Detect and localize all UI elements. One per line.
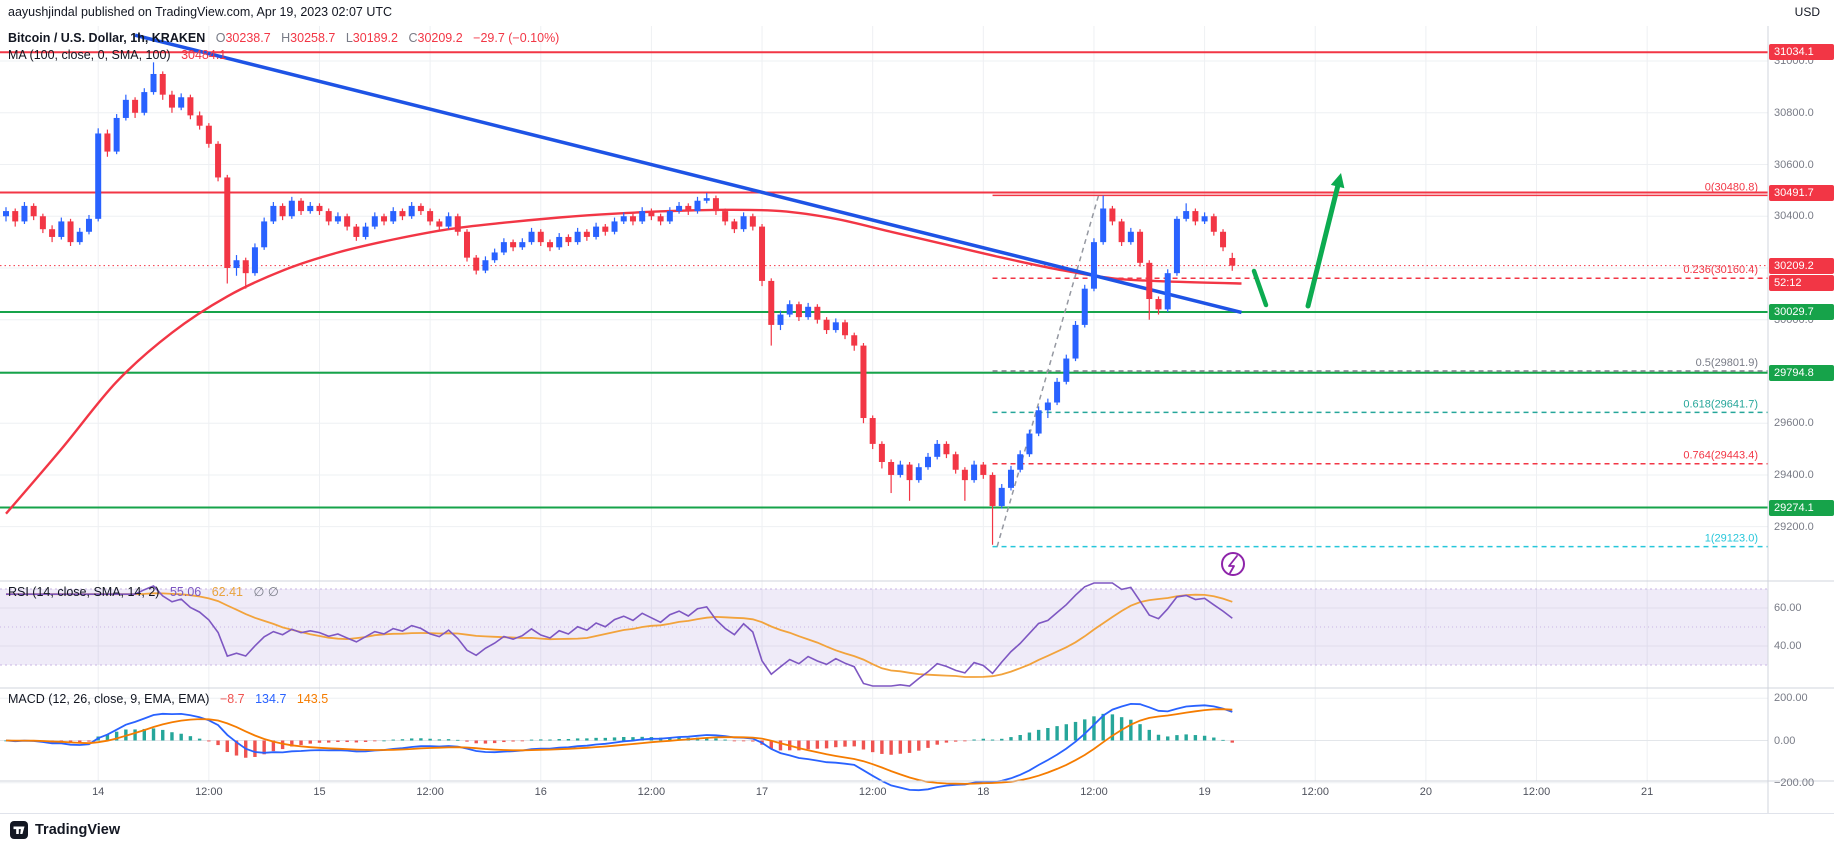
close-label: C (408, 31, 418, 45)
rsi-legend: RSI (14, close, SMA, 14, 2) 55.06 62.41 … (8, 584, 279, 600)
top-bar: aayushjindal published on TradingView.co… (0, 0, 1834, 26)
change-value: −29.7 (−0.10%) (473, 31, 560, 45)
rsi-hidden-plots: ∅ ∅ (253, 585, 279, 599)
symbol-title[interactable]: Bitcoin / U.S. Dollar, 1h, KRAKEN (8, 31, 206, 45)
high-value: 30258.7 (290, 31, 336, 45)
open-label: O (215, 31, 226, 45)
descending-trendline[interactable] (134, 33, 1242, 315)
rsi-band (0, 588, 1768, 666)
open-value: 30238.7 (225, 31, 271, 45)
macd-legend: MACD (12, 26, close, 9, EMA, EMA) −8.7 1… (8, 691, 328, 707)
macd-line (5, 702, 1233, 792)
green-arrow-drawing (1305, 184, 1341, 309)
low-label: L (345, 31, 353, 45)
ma-100-line[interactable] (5, 208, 1242, 515)
macd-line-value: 134.7 (255, 692, 287, 706)
tradingview-wordmark[interactable]: TradingView (35, 821, 121, 838)
user-drawings[interactable] (1221, 173, 1345, 576)
fib-level-label: 0.618(29641.7) (1683, 398, 1758, 410)
symbol-legend: Bitcoin / U.S. Dollar, 1h, KRAKEN O30238… (8, 30, 559, 46)
fib-level-label: 0.764(29443.4) (1683, 450, 1758, 462)
ma-value: 30484.1 (181, 48, 227, 62)
macd-signal-value: 143.5 (296, 692, 329, 706)
macd-hist-value: −8.7 (219, 692, 245, 706)
rsi-line (6, 582, 1233, 687)
rsi-title[interactable]: RSI (14, close, SMA, 14, 2) (8, 585, 160, 599)
ma-title[interactable]: MA (100, close, 0, SMA, 100) (8, 48, 171, 62)
macd-title[interactable]: MACD (12, 26, close, 9, EMA, EMA) (8, 692, 210, 706)
lightning-badge-icon (1221, 552, 1245, 576)
close-value: 30209.2 (417, 31, 463, 45)
horizontal-alert-lines[interactable] (0, 51, 1768, 509)
ma-legend: MA (100, close, 0, SMA, 100) 30484.1 (8, 47, 226, 63)
bottom-bar: TradingView (0, 813, 1834, 845)
fib-level-label: 0(30480.8) (1705, 181, 1758, 193)
rsi-ma-line (6, 592, 1233, 678)
macd-histogram (4, 713, 1234, 758)
attribution-text: aayushjindal published on TradingView.co… (8, 5, 393, 19)
green-check-stroke (1251, 268, 1269, 308)
lightning-bolt-glyph (1228, 555, 1238, 574)
panel-separators (0, 26, 1834, 813)
green-arrow-head (1330, 173, 1345, 189)
low-value: 30189.2 (352, 31, 398, 45)
tradingview-logo-icon[interactable] (10, 820, 28, 839)
gridlines (0, 26, 1768, 784)
macd-signal-line (5, 708, 1233, 785)
rsi-ma-value: 62.41 (211, 585, 243, 599)
currency-label[interactable]: USD (1794, 5, 1820, 19)
high-label: H (281, 31, 291, 45)
candles (3, 62, 1236, 545)
fib-level-label: 0.5(29801.9) (1696, 357, 1758, 369)
fib-level-label: 0.236(30160.4) (1683, 264, 1758, 276)
fib-level-label: 1(29123.0) (1705, 533, 1758, 545)
rsi-value: 55.06 (169, 585, 202, 599)
